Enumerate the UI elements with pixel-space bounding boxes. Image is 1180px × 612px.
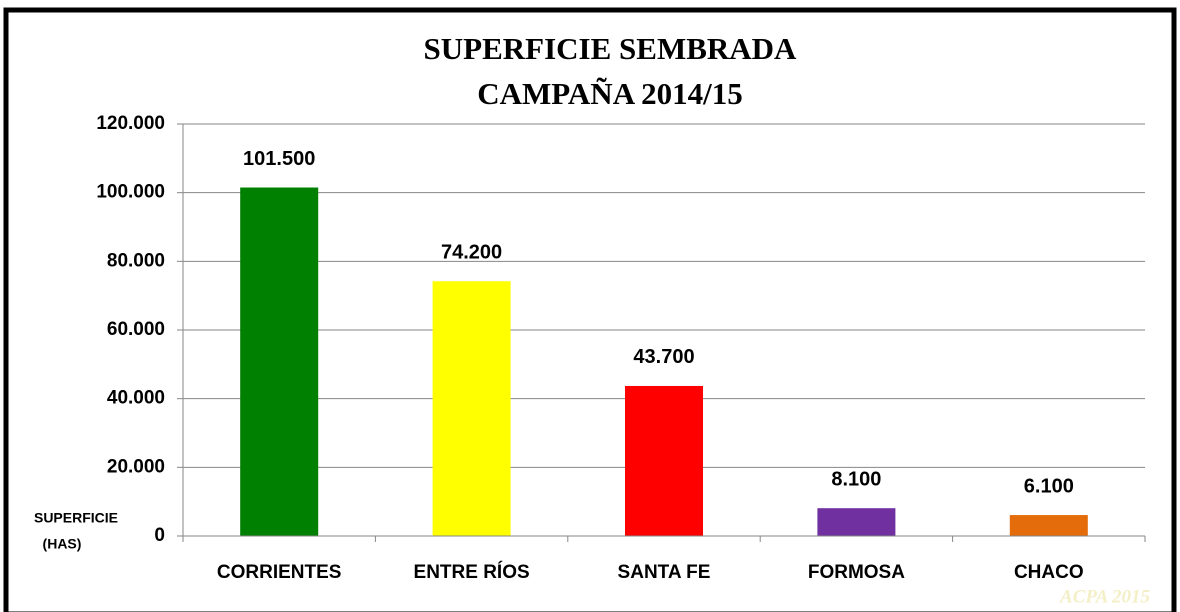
watermark: ACPA 2015 [1059, 586, 1150, 607]
y-tick-label: 20.000 [107, 456, 165, 477]
chart-title: SUPERFICIE SEMBRADA [424, 31, 798, 66]
x-tick-label: CHACO [1014, 562, 1084, 583]
y-tick-label: 80.000 [107, 250, 165, 271]
y-tick-label: 40.000 [107, 388, 165, 409]
value-label: 101.500 [243, 148, 315, 170]
y-tick-label: 60.000 [107, 319, 165, 340]
value-label: 74.200 [441, 242, 502, 264]
y-axis-label: SUPERFICIE [34, 510, 118, 526]
y-axis-label: (HAS) [43, 536, 82, 552]
y-tick-label: 100.000 [96, 182, 165, 203]
frame [3, 7, 1177, 612]
x-tick-label: CORRIENTES [217, 562, 342, 583]
value-label: 43.700 [633, 346, 694, 368]
y-tick-label: 0 [154, 525, 165, 546]
bar [240, 187, 319, 536]
value-label: 6.100 [1024, 475, 1074, 497]
bar [432, 281, 511, 536]
bar [1009, 515, 1088, 536]
value-label: 8.100 [831, 468, 881, 490]
bar [625, 385, 703, 536]
x-tick-label: ENTRE RÍOS [414, 561, 530, 583]
bar [817, 508, 896, 536]
y-tick-label: 120.000 [96, 113, 165, 134]
x-tick-label: SANTA FE [618, 562, 711, 583]
chart-subtitle: CAMPAÑA 2014/15 [477, 76, 742, 111]
x-tick-label: FORMOSA [808, 562, 905, 583]
